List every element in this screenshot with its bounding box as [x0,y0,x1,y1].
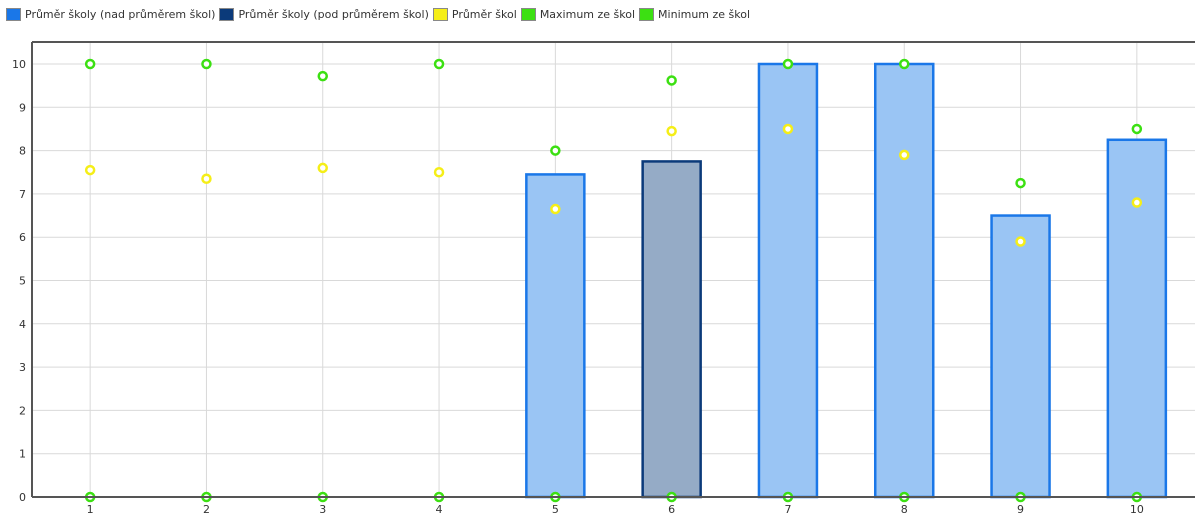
x-tick-label: 10 [1130,503,1144,515]
x-tick-label: 5 [552,503,559,515]
data-point [1015,236,1026,247]
y-tick-label: 3 [19,361,26,374]
data-point [317,162,328,174]
data-point [201,173,212,184]
x-tick-label: 9 [1017,503,1024,515]
x-tick-label: 6 [668,503,675,515]
data-point [550,203,561,215]
legend-item: Průměr školy (nad průměrem škol) [6,8,215,21]
legend-swatch [432,8,448,21]
bar [990,214,1051,499]
legend-label: Průměr škol [451,8,517,21]
y-tick-label: 2 [19,404,26,417]
legend-item: Minimum ze škol [639,8,750,21]
legend-item: Průměr škol [432,8,517,21]
data-point [899,149,910,161]
data-point [1131,197,1143,208]
y-tick-label: 5 [19,275,26,288]
legend-swatch [219,8,235,21]
y-tick-label: 1 [19,448,26,461]
data-point [317,70,328,82]
x-tick-label: 4 [436,503,443,515]
legend-label: Minimum ze škol [658,8,751,21]
x-tick-label: 1 [87,503,94,515]
legend-item: Průměr školy (pod průměrem škol) [219,8,429,21]
legend-swatch [520,8,536,21]
data-point [1015,177,1026,189]
data-point [666,125,677,137]
legend-label: Průměr školy (pod průměrem škol) [238,8,429,21]
data-point [84,58,96,70]
x-tick-label: 8 [901,503,908,515]
data-point [550,145,561,156]
data-point [84,164,96,176]
data-point [782,58,794,70]
chart-legend: Průměr školy (nad průměrem škol) Průměr š… [6,8,754,21]
data-point [666,75,677,86]
y-tick-label: 6 [19,231,26,244]
data-point [433,167,445,178]
data-point [433,58,445,70]
y-tick-label: 0 [19,491,26,504]
x-tick-label: 2 [203,503,210,515]
bar [525,173,586,499]
y-tick-label: 8 [19,145,26,158]
legend-label: Průměr školy (nad průměrem škol) [25,8,216,21]
bar [757,62,819,499]
legend-item: Maximum ze škol [520,8,636,21]
bar [641,160,702,499]
legend-swatch [6,8,21,21]
bar [1106,138,1168,499]
data-point [1131,123,1143,135]
x-tick-label: 7 [784,503,791,515]
y-tick-label: 7 [19,188,26,201]
data-point [201,58,212,70]
data-point [899,58,910,70]
bar [874,62,935,499]
y-tick-label: 4 [19,318,26,331]
data-point [782,123,794,135]
legend-label: Maximum ze škol [539,8,636,21]
y-tick-label: 10 [12,58,26,71]
legend-swatch [639,8,655,21]
x-tick-label: 3 [319,503,326,515]
y-tick-label: 9 [19,101,26,114]
